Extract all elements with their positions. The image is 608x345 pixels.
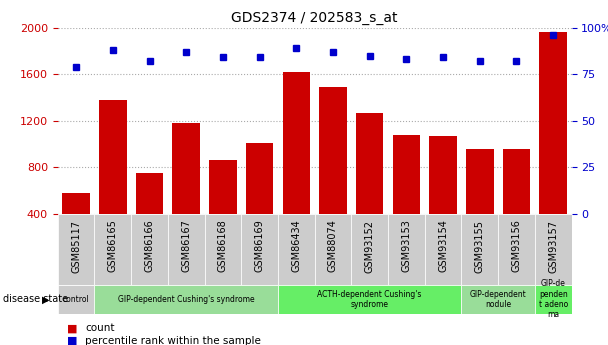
Bar	[173, 123, 200, 260]
Text: count: count	[85, 324, 115, 333]
Text: GSM93156: GSM93156	[511, 219, 522, 273]
Bar	[136, 173, 164, 260]
Bar	[356, 112, 384, 260]
Text: GSM86434: GSM86434	[291, 219, 302, 272]
Bar	[425, 214, 461, 285]
Text: GSM85117: GSM85117	[71, 219, 81, 273]
Bar	[278, 214, 315, 285]
Bar	[319, 87, 347, 260]
Text: GIP-dependent
nodule: GIP-dependent nodule	[470, 289, 527, 309]
Text: GSM86169: GSM86169	[255, 219, 264, 272]
Text: GSM93157: GSM93157	[548, 219, 558, 273]
Bar	[461, 285, 535, 314]
Text: GSM93155: GSM93155	[475, 219, 485, 273]
Bar	[393, 135, 420, 260]
Text: GSM86168: GSM86168	[218, 219, 228, 272]
Text: ▶: ▶	[43, 295, 50, 304]
Text: ■: ■	[67, 336, 77, 345]
Text: GSM93154: GSM93154	[438, 219, 448, 273]
Bar	[94, 214, 131, 285]
Text: percentile rank within the sample: percentile rank within the sample	[85, 336, 261, 345]
Text: GSM86165: GSM86165	[108, 219, 118, 273]
Bar	[315, 214, 351, 285]
Text: GSM93153: GSM93153	[401, 219, 412, 273]
Bar	[209, 160, 237, 260]
Bar	[241, 214, 278, 285]
Text: control: control	[63, 295, 89, 304]
Bar	[351, 214, 388, 285]
Text: GIP-dependent Cushing's syndrome: GIP-dependent Cushing's syndrome	[118, 295, 255, 304]
Title: GDS2374 / 202583_s_at: GDS2374 / 202583_s_at	[232, 11, 398, 25]
Bar	[535, 214, 572, 285]
Text: ACTH-dependent Cushing's
syndrome: ACTH-dependent Cushing's syndrome	[317, 289, 422, 309]
Bar	[503, 149, 530, 260]
Bar	[278, 285, 461, 314]
Bar	[63, 193, 90, 260]
Text: disease state: disease state	[3, 295, 68, 304]
Bar	[246, 143, 274, 260]
Bar	[429, 136, 457, 260]
Bar	[58, 285, 94, 314]
Bar	[131, 214, 168, 285]
Text: GSM86167: GSM86167	[181, 219, 191, 273]
Text: GSM86166: GSM86166	[145, 219, 154, 272]
Text: GIP-de
penden
t adeno
ma: GIP-de penden t adeno ma	[539, 279, 568, 319]
Text: GSM93152: GSM93152	[365, 219, 375, 273]
Bar	[498, 214, 535, 285]
Bar	[283, 72, 310, 260]
Bar	[58, 214, 94, 285]
Bar	[539, 32, 567, 260]
Text: GSM88074: GSM88074	[328, 219, 338, 273]
Bar	[204, 214, 241, 285]
Bar	[94, 285, 278, 314]
Bar	[461, 214, 498, 285]
Bar	[99, 100, 126, 260]
Bar	[168, 214, 204, 285]
Bar	[466, 149, 494, 260]
Bar	[535, 285, 572, 314]
Bar	[388, 214, 425, 285]
Text: ■: ■	[67, 324, 77, 333]
